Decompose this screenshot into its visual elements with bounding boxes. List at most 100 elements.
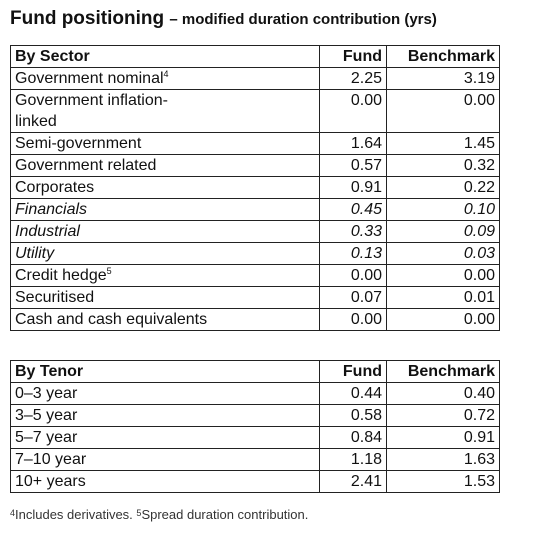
table-row: Government related 0.57 0.32 [10,154,500,177]
cell-text: 0.40 [463,385,495,402]
title: Fund positioning [10,8,165,29]
table-cell: 0.00 [319,308,387,331]
table-row: 10+ years 2.41 1.53 [10,470,500,493]
table-cell: 0.91 [386,426,500,449]
table-cell: 0.91 [319,176,387,199]
cell-text: 5–7 year [15,429,78,446]
cell-text: 0.91 [463,429,495,446]
cell-text: 0.57 [350,157,382,174]
cell-text: Government inflation-linked [15,92,168,130]
cell-text: 2.41 [350,473,382,490]
footnotes: 4Includes derivatives. 5Spread duration … [10,507,308,522]
table-row: 0–3 year 0.44 0.40 [10,382,500,405]
cell-text: 0.58 [350,407,382,424]
cell-text: 0.84 [350,429,382,446]
cell-text: 1.64 [350,135,382,152]
cell-text: Corporates [15,179,95,196]
table-cell: 2.25 [319,67,387,90]
cell-text: 0.00 [463,267,495,284]
table-cell: 7–10 year [10,448,320,471]
cell-text: 0–3 year [15,385,78,402]
header-cell: By Tenor [10,360,320,383]
title-block: Fund positioning – modified duration con… [10,8,437,30]
cell-text: 0.07 [350,289,382,306]
table-cell: Corporates [10,176,320,199]
table-cell: Government related [10,154,320,177]
table-row: Securitised 0.07 0.01 [10,286,500,309]
table-cell: 0.22 [386,176,500,199]
cell-text: Industrial [15,223,80,240]
table-cell: 0.07 [319,286,387,309]
table-cell: Financials [10,198,320,221]
table-cell: 0.33 [319,220,387,243]
table-row: Government nominal4 2.25 3.19 [10,67,500,90]
cell-text: 0.01 [463,289,495,306]
cell-text: 0.22 [463,179,495,196]
table-cell: 10+ years [10,470,320,493]
table-cell: Cash and cash equivalents [10,308,320,331]
cell-text: 3–5 year [15,407,78,424]
cell-text: Semi-government [15,135,142,152]
cell-text: 7–10 year [15,451,87,468]
cell-text: 0.00 [463,311,495,328]
table-cell: 2.41 [319,470,387,493]
table-cell: 0.45 [319,198,387,221]
data-table: By Sector Fund Benchmark Government nominal… [10,45,500,331]
cell-text: 0.72 [463,407,495,424]
header-cell: Fund [319,360,387,383]
table-cell: 0.00 [319,264,387,287]
header-cell: Benchmark [386,360,500,383]
table-cell: 0.13 [319,242,387,265]
table-row: Semi-government 1.64 1.45 [10,132,500,155]
header-cell: Fund [319,45,387,68]
cell-text: Government nominal [15,70,164,87]
cell-text: Securitised [15,289,95,306]
table-cell: 0.10 [386,198,500,221]
cell-text: 10+ years [15,473,86,490]
subtitle: – modified duration contribution (yrs) [169,11,437,28]
table-cell: 3–5 year [10,404,320,427]
table-cell: 0.09 [386,220,500,243]
table-row: Industrial 0.33 0.09 [10,220,500,243]
footnote-marker: 5 [106,266,112,276]
footnote-marker: 4 [163,69,169,79]
table-cell: 0.00 [386,264,500,287]
table-cell: 1.45 [386,132,500,155]
table-cell: 1.18 [319,448,387,471]
table-cell: 0.03 [386,242,500,265]
table-cell: 5–7 year [10,426,320,449]
table-row: Financials 0.45 0.10 [10,198,500,221]
table-cell: Government inflation-linked [10,89,320,133]
table-cell: Semi-government [10,132,320,155]
table-cell: 1.63 [386,448,500,471]
table-cell: 0.40 [386,382,500,405]
table-row: Cash and cash equivalents 0.00 0.00 [10,308,500,331]
table-cell: 0.72 [386,404,500,427]
cell-text: 0.00 [350,92,382,109]
cell-text: Government related [15,157,157,174]
cell-text: 0.09 [463,223,495,240]
table-cell: Government nominal4 [10,67,320,90]
cell-text: 3.19 [463,70,495,87]
table-cell: 1.64 [319,132,387,155]
footnote-text: Includes derivatives. [15,507,133,522]
header-row: By Tenor Fund Benchmark [10,360,500,383]
table-cell: 0.01 [386,286,500,309]
table-cell: 3.19 [386,67,500,90]
cell-text: 0.03 [463,245,495,262]
table-cell: 0.58 [319,404,387,427]
footnote-marker: 4 [10,508,16,518]
cell-text: 0.91 [350,179,382,196]
table-cell: Utility [10,242,320,265]
footnote-marker: 5 [136,508,142,518]
table-cell: 0.57 [319,154,387,177]
footnote-text: Spread duration contribution. [141,507,309,522]
cell-text: 0.32 [463,157,495,174]
cell-text: 1.18 [350,451,382,468]
cell-text: Financials [15,201,88,218]
cell-text: Credit hedge [15,267,107,284]
table-cell: 0.00 [319,89,387,133]
table-row: Utility 0.13 0.03 [10,242,500,265]
cell-text: 0.00 [463,92,495,109]
